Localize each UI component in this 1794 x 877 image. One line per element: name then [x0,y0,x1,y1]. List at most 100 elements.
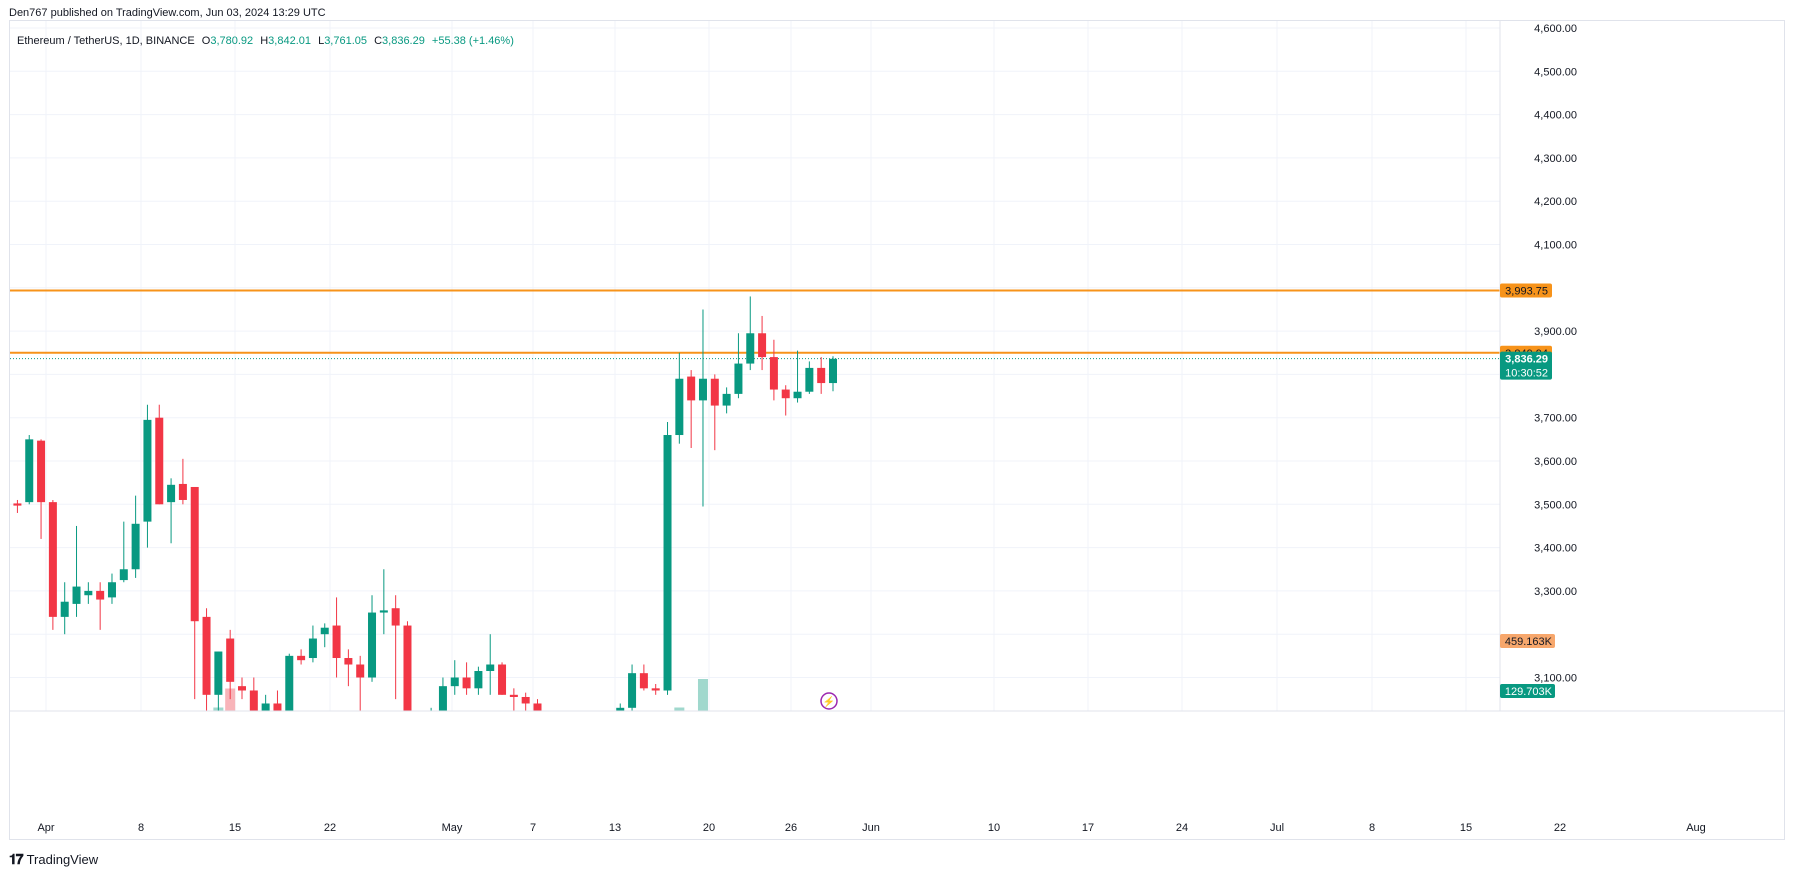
y-tick-label: 4,400.00 [1534,110,1577,122]
volume-ma-badge-bg [1500,634,1555,648]
x-tick-label: 10 [988,822,1000,834]
volume-bar [521,779,531,812]
candle-body [663,435,672,691]
volume-bar [710,731,720,812]
chart-frame[interactable] [9,20,1785,840]
candle-body [521,696,530,704]
volume-bar [804,769,814,812]
x-tick-label: 22 [1554,822,1566,834]
candle-body [285,655,294,711]
candle-body [320,627,329,635]
x-tick-label: Jun [862,822,880,834]
x-tick-label: 15 [229,822,241,834]
level-badge-upper-bg [1500,283,1552,298]
volume-bar [414,755,424,812]
candle-body [462,677,471,689]
volume-bar [95,765,105,813]
close-value: 3,836.29 [382,35,425,47]
candle-body [391,608,400,626]
candle-body [474,671,483,689]
open-value: 3,780.92 [210,35,254,47]
volume-current-badge-bg [1500,684,1555,698]
volume-bar [745,776,755,812]
volume-bar [603,779,613,812]
candle-body [639,673,648,689]
volume-bar [769,746,779,813]
x-tick-label: 20 [703,822,715,834]
volume-bar [367,755,377,812]
volume-current-value: 129.703K [1505,686,1553,698]
candle-body [805,367,814,392]
candle-body [155,417,164,505]
volume-bar [83,766,93,812]
volume-bar [12,784,22,813]
volume-bar [509,778,519,812]
candle-body [119,569,128,581]
level-badge-upper-text: 3,993.75 [1505,286,1548,298]
volume-bar [119,772,129,812]
candle-body [450,677,459,687]
volume-bar [485,772,495,812]
volume-bar [60,760,70,812]
volume-bar [190,760,200,812]
candle-body [60,601,69,617]
volume-bar [615,776,625,812]
candle-body [273,703,282,711]
level-badge-upper: 3,993.75 [1500,283,1552,298]
volume-bar [651,750,661,812]
volume-bar [107,776,117,812]
candle-body [687,376,696,401]
candle-body [72,586,81,604]
volume-bar [284,776,294,812]
volume-bar [237,727,247,813]
candle-body [698,378,707,401]
candle-body [202,616,211,695]
symbol-legend: Ethereum / TetherUS, 1D, BINANCE O3,780.… [17,35,514,47]
candle-body [593,745,601,771]
candle-body [356,664,365,678]
published-caption: Den767 published on TradingView.com, Jun… [9,7,326,19]
volume-bar [272,774,282,812]
x-tick-label: 15 [1460,822,1472,834]
last-price-badge-bg [1500,351,1552,380]
tradingview-logo[interactable]: 𝟏𝟕 TradingView [9,851,98,868]
y-tick-label: 4,100.00 [1534,240,1577,252]
volume-current-badge: 129.703K [1500,684,1555,698]
candle-body [557,725,565,742]
candle-body [675,378,684,436]
candle-body [131,523,140,570]
candle-body [332,625,341,659]
y-tick-label: 4,500.00 [1534,66,1577,78]
x-tick-label: 7 [530,822,536,834]
y-tick-label: 4,200.00 [1534,196,1577,208]
volume-bar [781,765,791,813]
volume-bar [225,688,236,711]
volume-bar [296,753,306,812]
volume-bar [1,788,11,812]
volume-bar [568,765,578,813]
x-tick-label: 26 [785,822,797,834]
volume-bar [36,755,46,812]
y-tick-label: 3,100.00 [1534,673,1577,685]
tradingview-logo-icon: 𝟏𝟕 [9,851,24,867]
x-tick-label: 17 [1082,822,1094,834]
candle-body [651,688,660,691]
candles [2,296,837,771]
candle-body [308,638,317,659]
candle-body [2,478,10,482]
volume-bar [402,760,412,812]
close-label: C [374,35,383,47]
volume-bar [343,774,353,812]
lightning-glyph: ⚡ [823,695,835,708]
candle-body [722,393,731,406]
candle-body [769,357,778,390]
candle-body [415,725,423,734]
volume-bar [816,774,826,812]
candle-body [261,703,270,711]
candle-body [427,716,435,733]
candle-body [628,673,637,708]
volume-bar [733,774,743,812]
volume-bar [580,766,590,812]
volume-bar [261,755,271,812]
